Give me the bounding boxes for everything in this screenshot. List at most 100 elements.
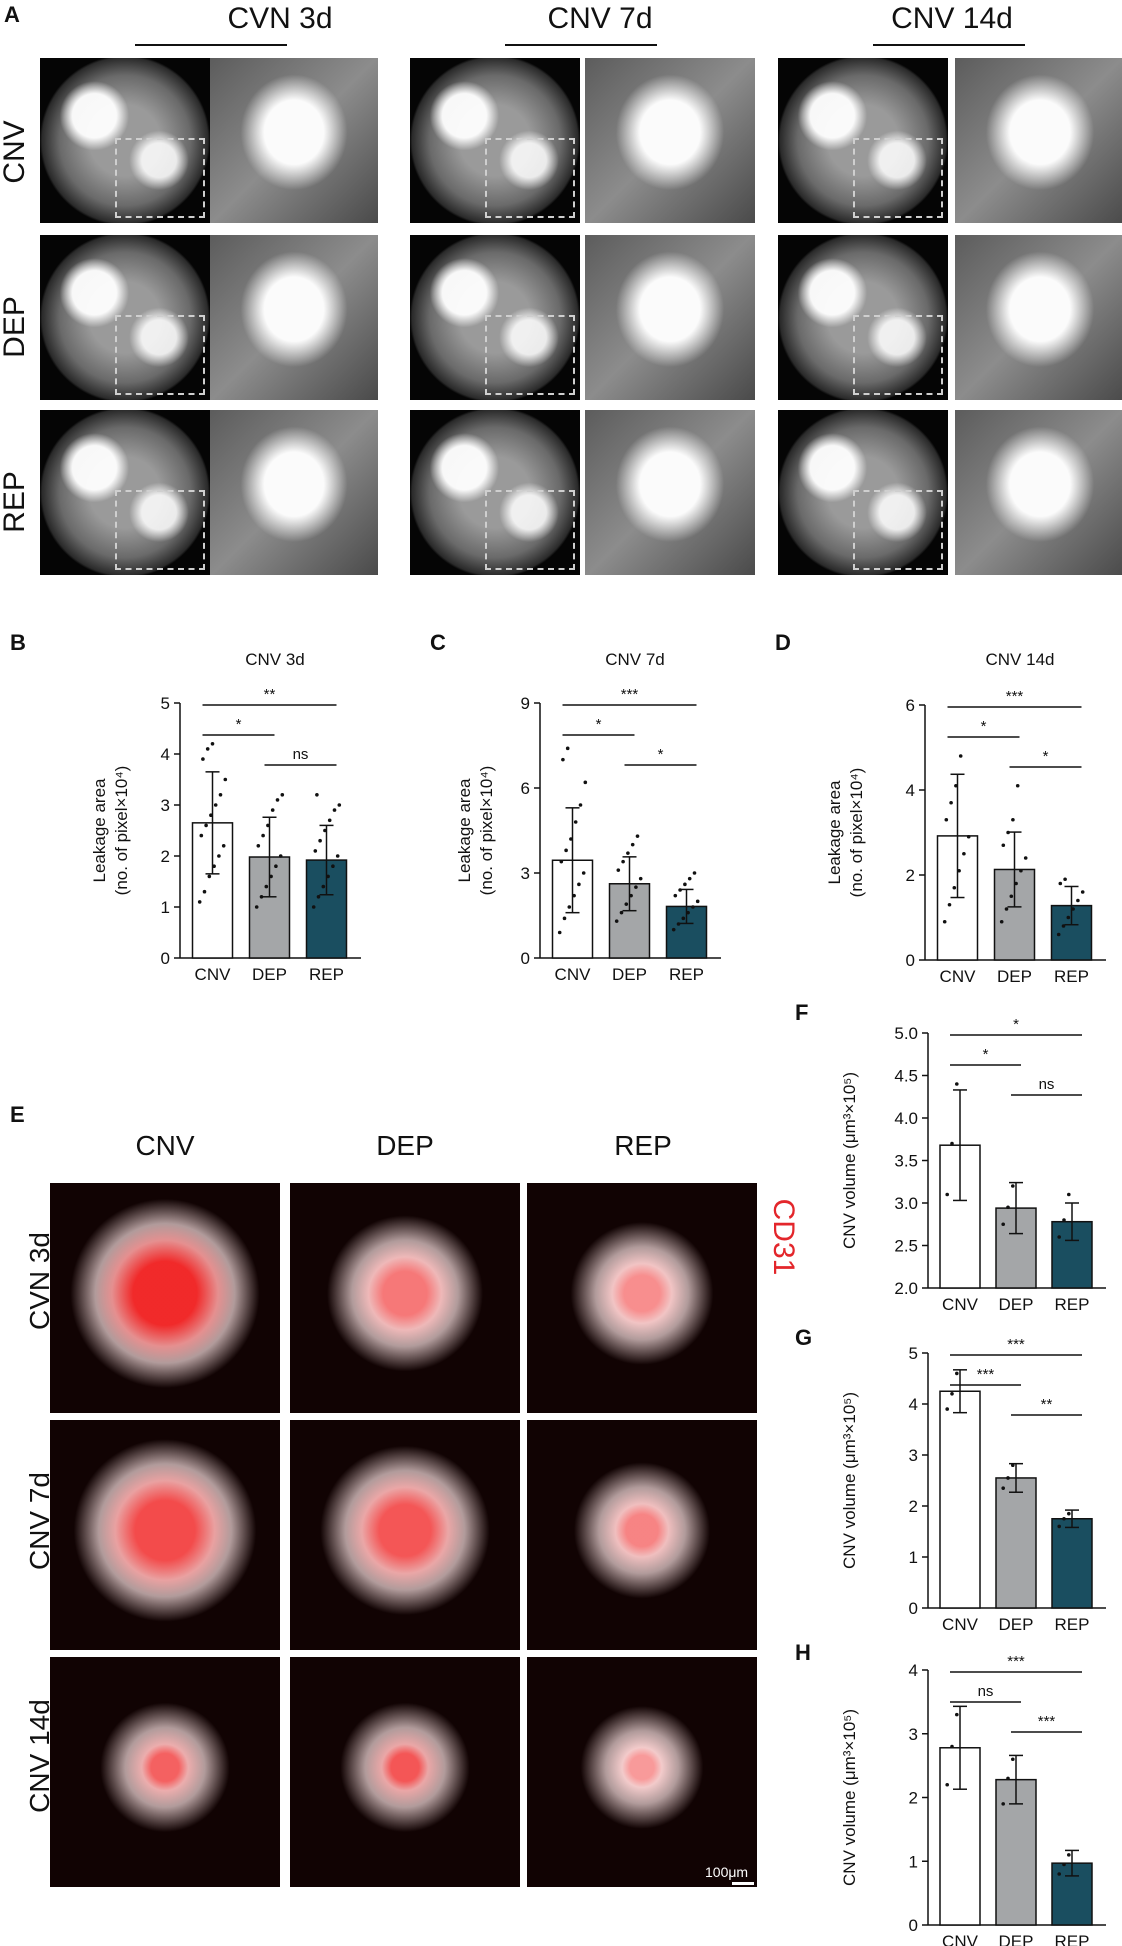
data-point — [327, 818, 332, 823]
data-point — [942, 919, 947, 924]
data-point — [1011, 1184, 1015, 1188]
data-point — [1004, 907, 1009, 911]
y-tick-label: 4 — [161, 745, 170, 764]
significance-label: * — [983, 1046, 989, 1063]
data-point — [313, 849, 318, 853]
data-point — [218, 793, 223, 797]
data-point — [1080, 890, 1085, 894]
panel-a-row-rep: REP — [0, 471, 31, 533]
data-point — [616, 868, 621, 872]
cd31-confocal-image — [50, 1420, 280, 1650]
significance-label: *** — [1038, 1713, 1056, 1730]
zoom-region-box — [115, 138, 205, 218]
chart-f: F 2.0 2.5 3.0 3.5 4.0 4.5 5.0 CNV volume (μm³×10… — [795, 1000, 1106, 1314]
data-point — [254, 905, 259, 909]
y-tick-label: 3 — [521, 864, 530, 883]
panel-letter: G — [795, 1325, 812, 1350]
y-tick-label: 5 — [161, 694, 170, 713]
y-tick-label: 3 — [909, 1446, 918, 1465]
chart-title: CNV 14d — [986, 650, 1055, 669]
cd31-confocal-image — [50, 1183, 280, 1413]
data-point — [1061, 924, 1066, 928]
data-point — [1009, 894, 1014, 899]
panel-a-col-3d: CVN 3d — [227, 2, 333, 35]
data-point — [1057, 1872, 1061, 1876]
y-axis-label-line: Leakage area — [90, 778, 109, 883]
fundus-zoom-image — [210, 235, 378, 400]
data-point — [958, 754, 963, 758]
data-point — [332, 808, 337, 812]
data-point — [223, 777, 228, 782]
fundus-zoom-image — [955, 235, 1122, 400]
panel-letter: B — [10, 630, 26, 655]
data-point — [687, 876, 692, 881]
chart-b: B CNV 3d 0 1 2 3 4 5 Leakage area (no. of pixel×1… — [10, 630, 361, 984]
zoom-region-box — [485, 315, 575, 395]
data-point — [950, 1744, 954, 1749]
y-tick-label: 1 — [909, 1852, 918, 1871]
data-point — [1011, 817, 1015, 822]
data-point — [999, 919, 1004, 924]
x-tick-label: DEP — [999, 1295, 1034, 1314]
data-point — [626, 851, 630, 855]
data-point — [947, 902, 952, 907]
data-point — [581, 871, 586, 875]
significance-label: * — [1043, 748, 1049, 765]
y-axis-label-line: CNV volume (μm³×10⁵) — [840, 1392, 859, 1569]
zoom-region-box — [115, 490, 205, 570]
chart-title: CNV 3d — [245, 650, 305, 669]
y-tick-label: 3 — [161, 796, 170, 815]
data-point — [1019, 868, 1023, 873]
y-tick-label: 0 — [909, 1599, 918, 1618]
y-tick-label: 3.5 — [894, 1152, 918, 1171]
fundus-image — [40, 235, 210, 400]
data-point — [1067, 1853, 1071, 1857]
cd31-confocal-image — [290, 1420, 520, 1650]
data-point — [199, 833, 204, 838]
data-point — [949, 800, 953, 805]
x-tick-label: DEP — [999, 1615, 1034, 1634]
panel-a-letter: A — [4, 2, 20, 27]
fundus-zoom-image — [585, 58, 755, 223]
panel-e-col-cnv: CNV — [135, 1130, 195, 1161]
data-point — [1062, 1862, 1066, 1867]
x-tick-label: REP — [1055, 1932, 1090, 1946]
data-point — [311, 905, 316, 909]
data-point — [204, 823, 208, 828]
data-point — [691, 905, 695, 909]
y-axis-label: CNV volume (μm³×10⁵) — [840, 1709, 859, 1886]
data-point — [210, 742, 215, 746]
fundus-image — [410, 58, 580, 223]
data-point — [335, 854, 340, 858]
y-tick-label: 0 — [909, 1916, 918, 1935]
data-point — [316, 895, 321, 899]
data-point — [1063, 877, 1067, 882]
data-point — [573, 820, 578, 824]
data-point — [1057, 1524, 1061, 1529]
data-point — [955, 1371, 959, 1376]
significance-label: ** — [264, 686, 276, 703]
data-point — [962, 851, 966, 856]
data-point — [1023, 856, 1028, 860]
x-tick-label: DEP — [999, 1932, 1034, 1946]
fundus-zoom-image — [585, 410, 755, 575]
data-point — [315, 793, 319, 797]
data-point — [1011, 1757, 1015, 1762]
zoom-region-box — [485, 138, 575, 218]
data-point — [945, 1407, 949, 1411]
data-point — [567, 905, 572, 909]
y-tick-label: 5 — [909, 1344, 918, 1363]
y-tick-label: 4 — [909, 1661, 918, 1680]
y-tick-label: 4.0 — [894, 1109, 918, 1128]
x-tick-label: CNV — [940, 967, 977, 986]
panel-letter: H — [795, 1640, 811, 1665]
cd31-confocal-image — [290, 1183, 520, 1413]
significance-label: * — [596, 716, 602, 733]
panel-a-col-14d: CNV 14d — [891, 2, 1013, 35]
bar — [993, 868, 1036, 961]
data-point — [1001, 1222, 1005, 1227]
data-point — [337, 803, 342, 807]
fundus-zoom-image — [585, 235, 755, 400]
data-point — [966, 834, 971, 839]
data-point — [945, 1782, 949, 1787]
